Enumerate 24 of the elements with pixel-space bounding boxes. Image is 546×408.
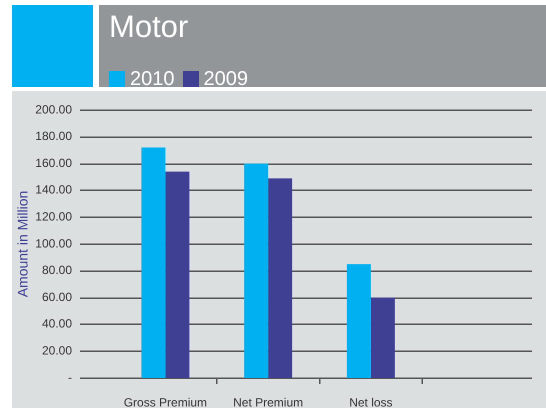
y-tick-label: 140.00 [35,182,72,197]
x-tick-label: Net Premium [233,396,304,408]
bar [346,264,371,378]
bar [244,164,268,378]
y-tick-label: 100.00 [35,236,72,250]
y-tick-label: - [68,370,72,384]
y-tick-label: 60.00 [42,290,72,304]
chart-title: Motor [109,9,188,45]
x-tick-label: Net loss [349,396,393,408]
legend-label: 2009 [204,68,248,90]
y-tick-label: 80.00 [42,263,72,278]
y-tick-label: 120.00 [35,210,72,224]
bar [370,298,395,378]
bar [141,148,166,378]
y-tick-label: 200.00 [35,102,72,116]
y-tick-label: 160.00 [35,156,72,170]
bar [165,172,190,378]
bar [268,178,292,378]
x-tick-label: Gross Premium [124,396,208,408]
y-tick-label: 40.00 [42,316,72,331]
y-tick-label: 20.00 [42,344,72,358]
y-axis-title: Amount in Million [14,190,30,298]
y-tick-label: 180.00 [35,129,72,144]
legend-label: 2010 [130,68,174,90]
